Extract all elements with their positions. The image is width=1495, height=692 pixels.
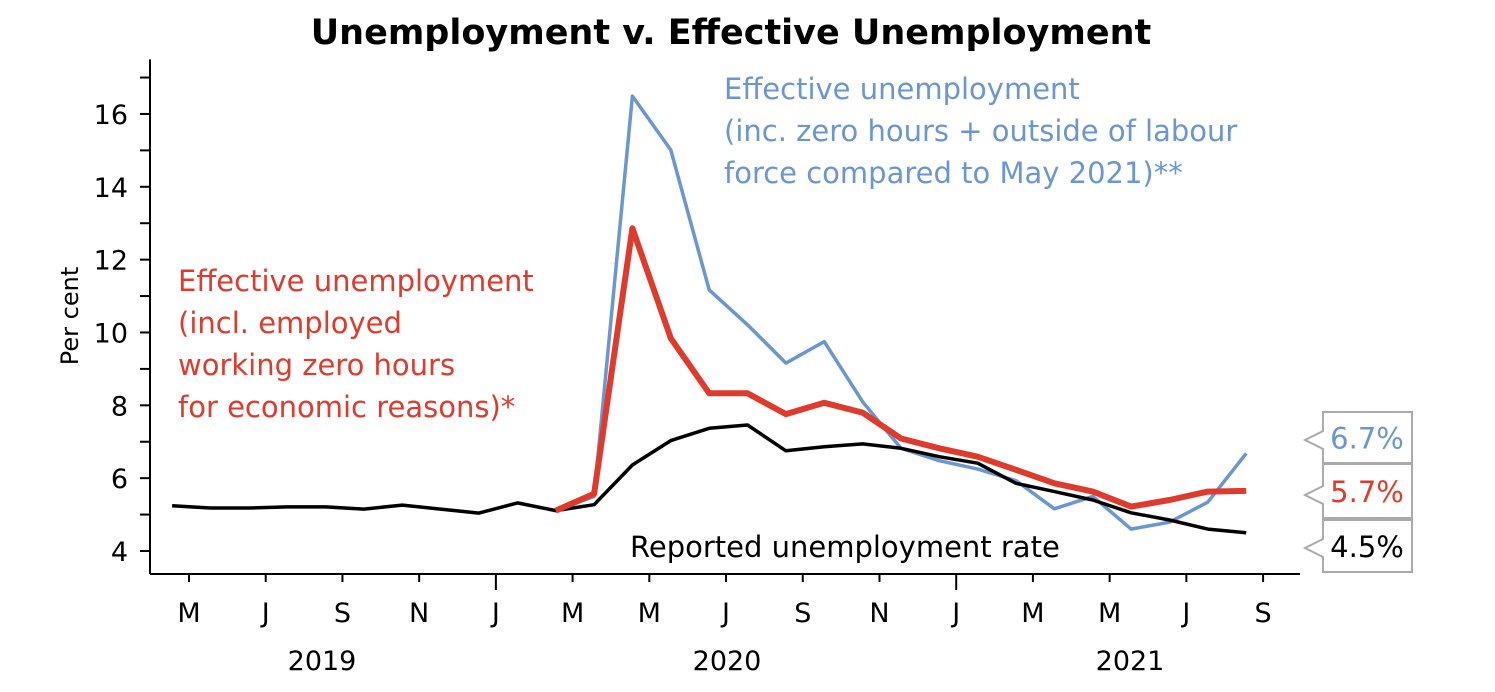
annotation-red-line: (incl. employed xyxy=(178,306,402,340)
y-tick-label: 6 xyxy=(111,464,128,495)
year-label: 2020 xyxy=(693,646,762,677)
x-tick-label: S xyxy=(794,598,811,629)
y-tick-label: 14 xyxy=(94,173,128,204)
end-label-value: 4.5% xyxy=(1330,530,1404,564)
chart-title: Unemployment v. Effective Unemployment xyxy=(311,13,1151,53)
axes: 4 6 8 10 12 14 16 M J S N J M M J S N J M M J S 2019 2020 2021 xyxy=(94,59,1300,677)
x-tick-label: M xyxy=(1098,598,1121,629)
annotation-red-line: for economic reasons)* xyxy=(178,390,515,424)
x-tick-label: S xyxy=(334,598,351,629)
x-tick-label: J xyxy=(1180,598,1190,629)
series-line-reported xyxy=(171,423,1247,535)
x-tick-label: J xyxy=(260,598,270,629)
y-tick-label: 10 xyxy=(94,318,128,349)
end-label-box xyxy=(1302,463,1413,519)
x-tick-label: M xyxy=(638,598,661,629)
x-tick-label: M xyxy=(1021,598,1044,629)
x-tick-label: N xyxy=(409,598,429,629)
x-tick-label: N xyxy=(869,598,889,629)
x-tick-label: M xyxy=(561,598,584,629)
x-tick-label: J xyxy=(490,598,500,629)
x-tick-label: S xyxy=(1255,598,1272,629)
series-line-effective-red xyxy=(554,225,1247,514)
annotation-reported: Reported unemployment rate xyxy=(630,530,1060,564)
annotation-blue-line: (inc. zero hours + outside of labour xyxy=(724,114,1237,148)
year-label: 2021 xyxy=(1096,646,1165,677)
annotation-red-line: Effective unemployment xyxy=(178,264,534,298)
annotation-blue-line: force compared to May 2021)** xyxy=(724,156,1183,190)
x-tick-label: J xyxy=(950,598,960,629)
year-label: 2019 xyxy=(288,646,357,677)
y-tick-label: 4 xyxy=(111,537,128,568)
series-lines xyxy=(171,94,1248,535)
x-tick-label: M xyxy=(177,598,200,629)
end-label-value: 5.7% xyxy=(1330,475,1404,509)
annotation-red-line: working zero hours xyxy=(178,348,455,382)
x-tick-label: J xyxy=(720,598,730,629)
y-tick-label: 8 xyxy=(111,391,128,422)
end-label-value: 6.7% xyxy=(1330,422,1404,456)
end-label-box xyxy=(1302,411,1413,464)
y-axis-label: Per cent xyxy=(56,267,84,365)
y-tick-label: 16 xyxy=(94,100,128,131)
y-tick-label: 12 xyxy=(94,246,128,277)
annotation-blue-line: Effective unemployment xyxy=(724,72,1080,106)
annotations: Effective unemployment (incl. employed wor… xyxy=(178,72,1237,564)
end-labels: 6.7% 5.7% 4.5% xyxy=(1302,411,1413,573)
end-label-box xyxy=(1302,519,1413,573)
